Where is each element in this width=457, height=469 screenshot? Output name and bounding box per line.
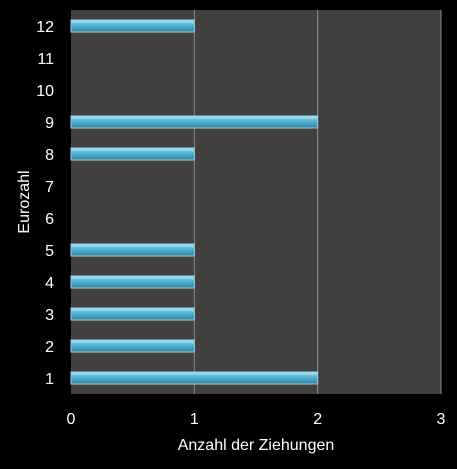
y-tick-label: 3 (45, 307, 54, 324)
x-axis-tick-labels: 0 1 2 3 (67, 411, 446, 428)
bar-eurozahl-8 (70, 147, 195, 161)
bar-eurozahl-5 (70, 243, 195, 257)
bars (70, 19, 319, 385)
y-tick-label: 11 (37, 51, 54, 68)
y-tick-label: 10 (36, 83, 54, 100)
y-tick-label: 8 (45, 147, 54, 164)
bar-eurozahl-12 (70, 19, 195, 33)
bar-eurozahl-3 (70, 307, 195, 321)
x-tick-label: 2 (313, 411, 322, 428)
y-tick-label: 7 (45, 179, 54, 196)
bar-eurozahl-4 (70, 275, 195, 289)
y-tick-label: 1 (45, 371, 54, 388)
y-tick-label: 9 (45, 115, 54, 132)
y-tick-label: 12 (36, 19, 54, 36)
x-tick-label: 3 (437, 411, 446, 428)
bar-eurozahl-2 (70, 339, 195, 353)
x-tick-label: 1 (190, 411, 199, 428)
bar-eurozahl-9 (70, 115, 319, 129)
gridlines (193, 10, 442, 394)
y-tick-label: 6 (45, 211, 54, 228)
bar-eurozahl-1 (70, 371, 319, 385)
y-tick-label: 2 (45, 339, 54, 356)
x-axis-title: Anzahl der Ziehungen (178, 437, 335, 454)
y-tick-label: 5 (45, 243, 54, 260)
x-tick-label: 0 (67, 411, 76, 428)
y-tick-label: 4 (45, 275, 54, 292)
y-axis-title: Eurozahl (16, 170, 33, 233)
plot-area (71, 10, 441, 394)
